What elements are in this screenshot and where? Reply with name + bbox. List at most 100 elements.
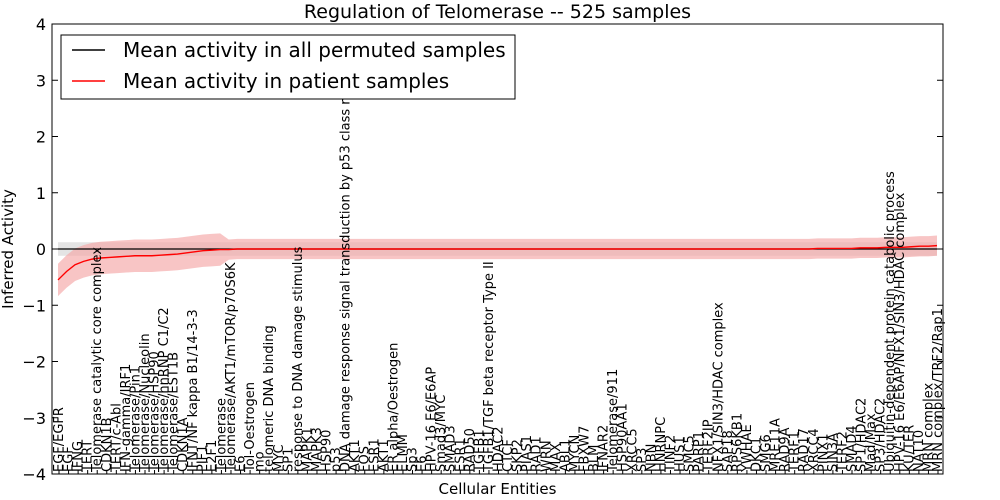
x-tick-label: Sp3 bbox=[406, 447, 421, 472]
x-tick-label: TGFB1/TGF beta receptor Type II bbox=[482, 261, 497, 473]
x-tick-label: HUS1 bbox=[673, 436, 688, 472]
x-tick-label: Ubiquitin-dependent protein catabolic pr… bbox=[883, 171, 898, 472]
x-tick-label: MRN complex bbox=[921, 382, 936, 472]
chart-title: Regulation of Telomerase -- 525 samples bbox=[304, 1, 691, 23]
y-axis-title: Inferred Activity bbox=[0, 189, 17, 309]
x-tick-label: WRN bbox=[539, 440, 554, 472]
x-tick-label: PIAS1 bbox=[520, 435, 535, 472]
x-tick-label: CDKN1A bbox=[176, 417, 191, 472]
x-tick-label: RAD1 bbox=[530, 436, 545, 472]
y-tick-label: 0 bbox=[36, 240, 46, 259]
x-tick-label: ABL1 bbox=[558, 439, 573, 472]
x-tick-label: IFNAR2 bbox=[597, 425, 612, 472]
x-tick-label: HPV-16 E6/E6AP/NFX1/SIN3/HDAC complex bbox=[893, 192, 908, 472]
x-tick-label: BLM bbox=[587, 445, 602, 472]
x-tick-label: DKC1 bbox=[749, 437, 764, 472]
x-tick-label: YWHAE bbox=[740, 424, 755, 473]
y-tick-label: 2 bbox=[36, 128, 46, 147]
x-tick-label: CDKN1B bbox=[100, 417, 115, 472]
legend-label-1: Mean activity in all permuted samples bbox=[123, 38, 506, 62]
x-tick-label: Mad/Max bbox=[864, 413, 879, 472]
y-tick-label: −4 bbox=[22, 465, 46, 484]
x-tick-label: NFX1/SIN3/HDAC complex bbox=[711, 302, 726, 472]
x-tick-label: RAD17 bbox=[797, 428, 812, 472]
x-tick-label: Telomerase/Nucleolin bbox=[138, 333, 153, 473]
x-tick-label: ESR1 bbox=[367, 438, 382, 472]
y-tick-label: 1 bbox=[36, 184, 46, 203]
x-tick-label: TINF2 bbox=[663, 435, 678, 473]
x-tick-label: MAX bbox=[549, 443, 564, 472]
x-tick-label: AKT1 bbox=[348, 439, 363, 472]
x-tick-label: ELMM bbox=[396, 434, 411, 472]
x-tick-label: Telomerase/Pin1 bbox=[128, 366, 143, 473]
x-tick-label: MAPK1 bbox=[300, 427, 315, 472]
x-tick-label: XRCC5 bbox=[625, 428, 640, 472]
x-tick-label: TERF2 bbox=[835, 431, 850, 473]
x-tick-label: TERT/c-Abl bbox=[109, 403, 124, 473]
x-tick-label: PINX1 bbox=[816, 433, 831, 472]
x-tick-label: TERF1 bbox=[788, 431, 803, 473]
x-tick-label: SP1 bbox=[281, 448, 296, 472]
x-tick-label: SP3/HDAC2 bbox=[874, 398, 889, 472]
x-tick-label: E2F1 bbox=[205, 440, 220, 472]
x-tick-label: HSP90AA1 bbox=[616, 403, 631, 472]
y-tick-label: 3 bbox=[36, 71, 46, 90]
x-tick-label: TERT bbox=[81, 440, 96, 473]
x-tick-label: Telomerase/hnRNP C1/C2 bbox=[157, 307, 172, 473]
x-tick-label: KU/TER bbox=[902, 425, 917, 472]
x-tick-label: TERF2IP bbox=[702, 419, 717, 473]
x-tick-label: ER alpha/Oestrogen bbox=[386, 343, 401, 472]
x-tick-label: MYC bbox=[272, 444, 287, 472]
x-tick-label: XRCC4 bbox=[807, 428, 822, 472]
x-tick-label: response to DNA damage stimulus bbox=[291, 246, 306, 472]
x-tick-label: E6 bbox=[234, 456, 249, 473]
x-axis-title: Cellular Entities bbox=[439, 480, 557, 498]
x-tick-label: mo bbox=[253, 451, 268, 472]
x-tick-label: PARP1 bbox=[692, 431, 707, 472]
x-tick-label: RAD50 bbox=[463, 428, 478, 472]
y-tick-label: −3 bbox=[22, 409, 46, 428]
x-tick-label: TGFB1 bbox=[472, 429, 487, 473]
x-tick-label: E6 bbox=[415, 456, 430, 473]
x-tick-label: MAPK3 bbox=[310, 427, 325, 472]
x-tick-label: EGF bbox=[62, 446, 77, 472]
x-tick-label: SMAD4 bbox=[845, 425, 860, 472]
x-tick-label: Telomerase bbox=[214, 398, 229, 473]
x-tick-label: Telomerase/911 bbox=[606, 369, 621, 473]
x-tick-label: SP1/HDAC2 bbox=[855, 398, 870, 472]
y-tick-label: 4 bbox=[36, 15, 46, 34]
x-tick-label: SAP18 bbox=[721, 430, 736, 472]
x-tick-label: Tol-Oestrogen bbox=[243, 382, 258, 473]
x-tick-label: IFNG bbox=[71, 441, 86, 472]
x-tick-label: FOS bbox=[358, 446, 373, 472]
x-tick-label: RAD9A bbox=[778, 427, 793, 472]
x-tick-label: HPV-16 E6/E6AP bbox=[425, 367, 440, 472]
x-tick-label: RPS6KB1 bbox=[730, 413, 745, 472]
x-tick-label: Telomerase/EST1B bbox=[167, 352, 182, 473]
x-tick-label: MRE11A bbox=[769, 418, 784, 472]
x-tick-label: CTCF bbox=[501, 439, 516, 472]
x-tick-label: PIF1 bbox=[195, 445, 210, 472]
x-tick-label: ESR1 bbox=[453, 438, 468, 472]
x-tick-label: NAT10 bbox=[912, 430, 927, 472]
x-tick-label: p53 bbox=[329, 447, 344, 472]
y-tick-label: −1 bbox=[22, 296, 46, 315]
x-tick-label: Telomerase/AKT1/mTOR/p70S6K bbox=[224, 262, 239, 473]
x-tick-label: HSP90 bbox=[320, 430, 335, 472]
x-tick-label: MYCN bbox=[568, 435, 583, 472]
x-tick-label: SMAD3 bbox=[444, 425, 459, 472]
chart-layer: −4−3−2−101234EGF/EGFREGFIFNGTERTTelomera… bbox=[0, 1, 946, 498]
x-tick-label: MRN complex/TRF2/Rap1 bbox=[931, 308, 946, 472]
x-tick-label: FBXW7 bbox=[577, 426, 592, 472]
legend-label-2: Mean activity in patient samples bbox=[123, 69, 449, 93]
x-tick-label: HNRNPC bbox=[654, 417, 669, 472]
x-tick-label: SIN3A bbox=[826, 433, 841, 472]
x-tick-label: SMC5 bbox=[683, 435, 698, 472]
x-tick-label: SP3 bbox=[635, 448, 650, 472]
x-tick-label: Telomerase/HSP90 bbox=[148, 351, 163, 473]
x-tick-label: SMG6 bbox=[759, 434, 774, 472]
legend-box bbox=[60, 34, 516, 100]
y-tick-label: −2 bbox=[22, 353, 46, 372]
x-tick-label: AKT1 bbox=[377, 439, 392, 472]
